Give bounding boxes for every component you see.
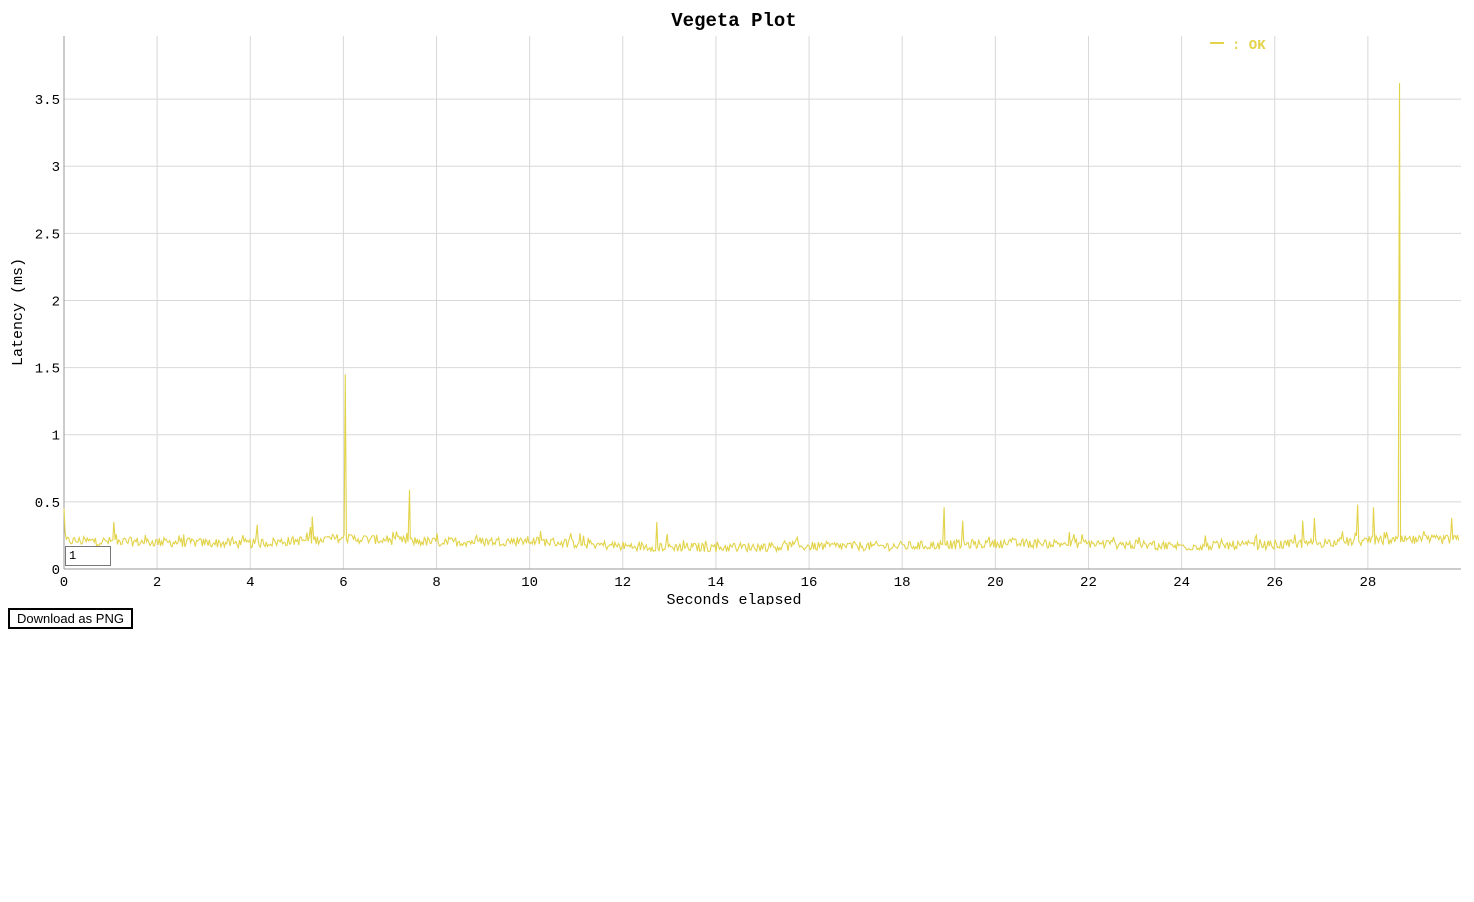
axes: 0 2 4 6 8 10 12 14 16 18 20 22 24 26 2800.511.522.533.… xyxy=(35,36,1461,591)
grid xyxy=(64,36,1461,569)
chart-svg: Vegeta Plot 0 2 4 6 8 10 12 14 16 18 20 22 24 26 2800.… xyxy=(10,10,1461,605)
x-tick-label: 16 xyxy=(801,575,818,591)
latency-chart: Vegeta Plot 0 2 4 6 8 10 12 14 16 18 20 22 24 26 28 0 0.… xyxy=(10,10,1461,605)
x-tick-label: 6 xyxy=(339,575,347,591)
legend-label: : OK xyxy=(1232,38,1266,54)
x-tick-label: 24 xyxy=(1173,575,1190,591)
x-tick-label: 26 xyxy=(1266,575,1283,591)
download-png-button[interactable]: Download as PNG xyxy=(8,608,133,629)
x-tick-label: 20 xyxy=(987,575,1004,591)
y-tick-label: 2 xyxy=(52,294,60,310)
x-tick-label: 22 xyxy=(1080,575,1097,591)
x-tick-label: 12 xyxy=(614,575,631,591)
chart-title: Vegeta Plot xyxy=(671,10,796,32)
x-tick-label: 10 xyxy=(521,575,538,591)
legend: : OK xyxy=(1210,38,1266,54)
y-tick-label: 1 xyxy=(52,429,60,445)
x-tick-label: 2 xyxy=(153,575,161,591)
x-tick-label: 0 xyxy=(60,575,68,591)
y-tick-label: 1.5 xyxy=(35,362,60,378)
x-axis-label: Seconds elapsed xyxy=(666,592,801,605)
series-layer xyxy=(63,82,1460,554)
y-tick-label: 3.5 xyxy=(35,93,60,109)
x-tick-label: 18 xyxy=(894,575,911,591)
series-line-ok xyxy=(63,82,1460,554)
roll-period-input[interactable] xyxy=(65,546,111,566)
y-tick-label: 0.5 xyxy=(35,496,60,512)
y-tick-label: 2.5 xyxy=(35,227,60,243)
y-tick-label: 3 xyxy=(52,160,60,176)
x-tick-label: 4 xyxy=(246,575,254,591)
y-tick-label: 0 xyxy=(52,563,60,579)
x-tick-label: 14 xyxy=(708,575,725,591)
x-tick-label: 8 xyxy=(432,575,440,591)
x-tick-label: 28 xyxy=(1359,575,1376,591)
y-axis-label: Latency (ms) xyxy=(10,258,27,366)
